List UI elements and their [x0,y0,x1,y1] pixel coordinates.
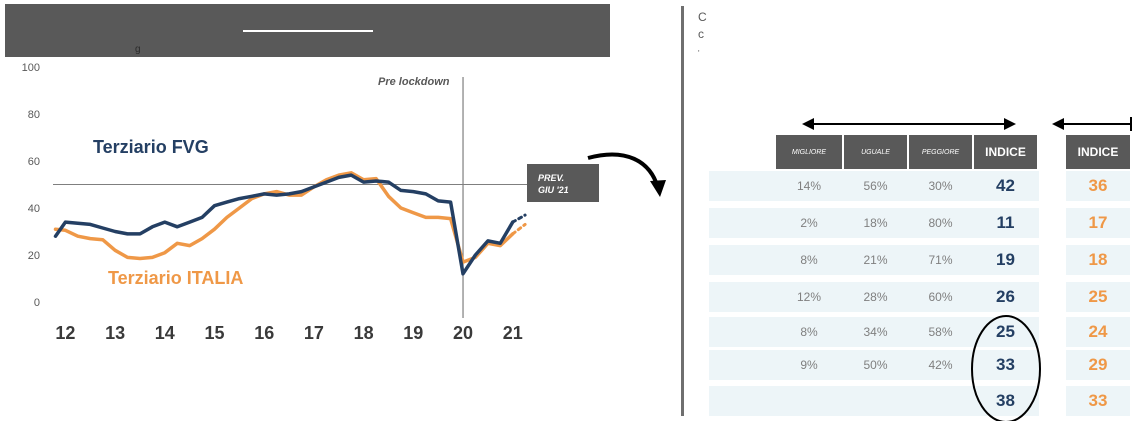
table-row [709,282,1039,312]
x-tick-label: 13 [105,323,125,343]
x-tick-label: 12 [55,323,75,343]
cell-uguale: 21% [863,253,888,267]
cell-peggiore: 80% [928,216,953,230]
col-header-peggiore: PEGGIORE [909,135,972,169]
cell-migliore: 8% [800,253,818,267]
table-row [709,171,1039,201]
cell-indice-fvg: 25 [996,322,1015,341]
forecast-label-line1: PREV. [538,173,564,183]
x-tick-label: 20 [453,323,473,343]
cell-indice-fvg: 42 [996,176,1015,195]
x-tick-label: 15 [205,323,225,343]
cell-peggiore: 58% [928,325,953,339]
table-row-secondary [1066,171,1130,201]
cell-uguale: 28% [863,290,888,304]
cell-indice-italia: 29 [1088,355,1108,374]
cell-uguale: 56% [863,179,888,193]
col-header-indice-2: INDICE [1066,135,1130,169]
span-arrow-2-left-head [1052,118,1064,130]
cell-uguale [844,386,907,416]
arrow-head [650,180,666,197]
cell-indice-italia: 33 [1088,391,1108,410]
x-tick-label: 14 [155,323,175,343]
y-tick-label: 20 [28,250,40,262]
line-chart: 0 20 40 60 80 100 12 13 14 15 16 17 18 19 20 21 PREV. G… [22,62,666,343]
cell-peggiore: 71% [928,253,953,267]
table-row [709,208,1039,238]
x-tick-label: 21 [503,323,523,343]
cell-uguale: 50% [863,358,888,372]
y-tick-label: 60 [28,156,40,168]
lockdown-label: Pre lockdown [378,76,450,88]
forecast-label-box [527,164,599,202]
y-tick-label: 40 [28,203,40,215]
cell-indice-italia: 17 [1088,213,1108,232]
cell-peggiore [909,386,972,416]
series-label-fvg: Terziario FVG [93,137,209,157]
cell-migliore: 12% [796,290,822,304]
text-fragment-1: C [698,10,707,24]
table-row-secondary [1066,317,1130,347]
cell-peggiore: 42% [928,358,953,372]
col-header-uguale: UGUALE [844,135,907,169]
cell-peggiore: 60% [928,290,953,304]
series-line-fvg [53,173,515,276]
cell-indice-fvg: 11 [996,213,1015,232]
table-row-secondary [1066,350,1130,380]
cell-indice-italia: 18 [1088,250,1108,269]
cell-migliore: 9% [800,358,818,372]
text-fragment-2: c [698,27,704,41]
cell-indice-fvg: 33 [996,355,1015,374]
cell-migliore: 14% [796,179,822,193]
table-row-secondary [1066,208,1130,238]
table-row-secondary [1066,245,1130,275]
cell-uguale: 18% [863,216,888,230]
col-header-indice: INDICE [974,135,1037,169]
x-tick-label: 17 [304,323,324,343]
x-tick-label: 19 [403,323,423,343]
cell-indice-italia: 36 [1088,176,1108,195]
span-arrow-1-right-head [1004,118,1016,130]
y-tick-label: 0 [34,297,40,309]
y-tick-label: 100 [22,62,40,74]
cell-indice-fvg: 26 [996,287,1015,306]
x-tick-label: 16 [254,323,274,343]
forecast-line-italia [511,222,527,236]
cell-migliore: 2% [800,216,818,230]
cell-indice-fvg: 19 [996,250,1015,269]
section-divider [681,6,684,416]
arrow-curve [587,152,660,189]
header-text-fragment: g [135,44,141,55]
span-arrow-1-left-head [802,118,814,130]
cell-indice-italia: 24 [1088,322,1108,341]
cell-indice-fvg: 38 [996,391,1015,410]
table-row [709,245,1039,275]
col-header-migliore: MIGLIORE [776,135,842,169]
cell-migliore [776,386,842,416]
forecast-label-line2: GIU '21 [538,185,569,195]
table-row-secondary [1066,282,1130,312]
cell-migliore: 8% [800,325,818,339]
series-label-italia: Terziario ITALIA [108,268,243,288]
forecast-line-fvg [511,213,527,224]
cell-uguale: 34% [863,325,888,339]
text-fragment-3: ' [698,49,700,58]
header-underline [243,30,373,32]
y-tick-label: 80 [28,109,40,121]
x-tick-label: 18 [354,323,374,343]
cell-peggiore: 30% [928,179,953,193]
cell-indice-italia: 25 [1088,287,1108,306]
table-row-secondary [1066,386,1130,416]
